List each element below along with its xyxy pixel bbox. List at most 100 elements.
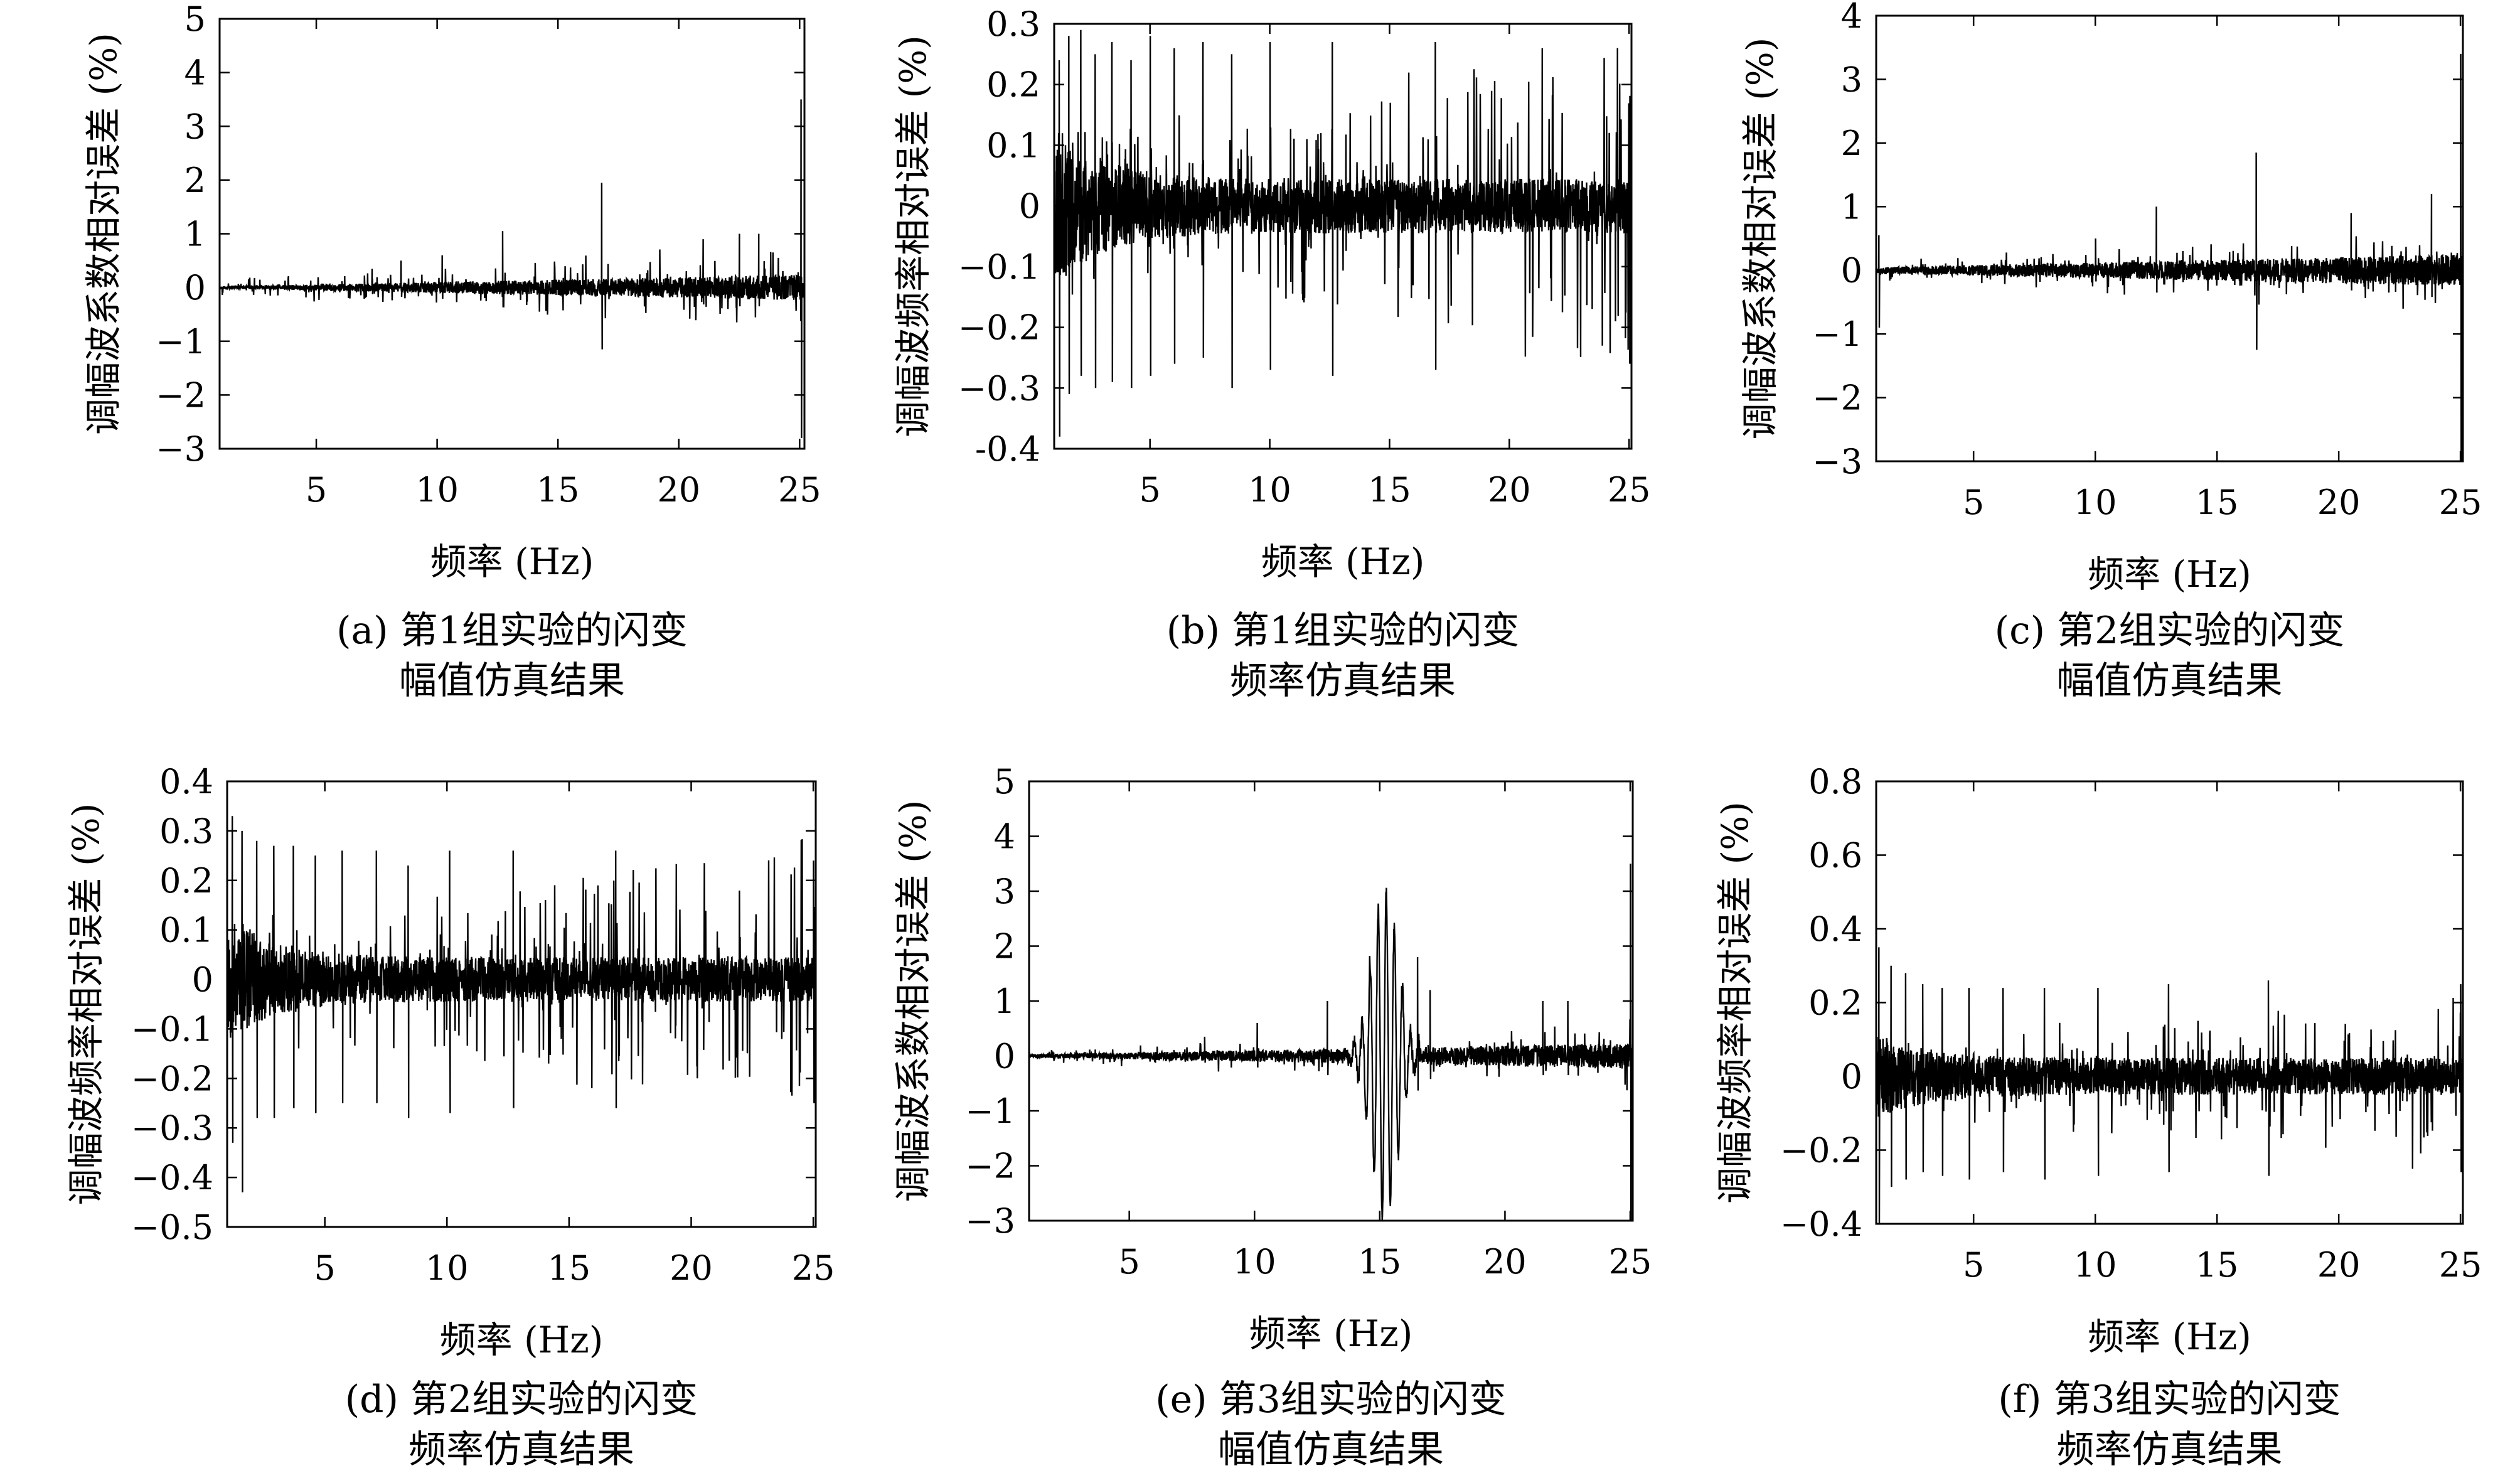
y-tick-label: 0.3	[159, 811, 213, 851]
panel-d: 5 10 15 20 25 −0.5 −0.4 −0.3 −0.2 −0.1 0 0.1 0.2 0.3 0…	[65, 762, 835, 1472]
y-tick-label: 0.4	[159, 762, 213, 801]
panel-a: 5 10 15 20 25 −3 −2 −1 0 1 2 3 4 5 频率 (Hz) 调幅波系数相对误差 (%…	[82, 0, 821, 703]
panel-caption: (a) 第1组实验的闪变	[336, 609, 688, 653]
y-axis-label: 调幅波频率相对误差 (%)	[892, 35, 934, 437]
y-axis-label: 调幅波系数相对误差 (%)	[1739, 38, 1781, 440]
y-tick-label: −1	[1812, 314, 1862, 354]
x-axis-label: 频率 (Hz)	[1261, 540, 1425, 583]
y-tick-label: −0.1	[958, 247, 1040, 287]
y-tick-label: 5	[994, 762, 1015, 801]
panel-caption: (d) 第2组实验的闪变	[345, 1378, 698, 1422]
y-tick-label: −2	[156, 375, 206, 415]
x-tick-label: 10	[2074, 1245, 2117, 1285]
plot-frame	[226, 780, 817, 1228]
x-tick-label: 20	[670, 1248, 713, 1288]
y-tick-label: 0	[994, 1037, 1015, 1076]
y-tick-label: 0.2	[159, 861, 213, 901]
y-tick-label: 3	[184, 107, 206, 146]
y-tick-label: -0.4	[975, 429, 1040, 469]
y-tick-label: 3	[1841, 60, 1862, 99]
x-tick-label: 20	[657, 470, 700, 510]
y-tick-label: 0.2	[1808, 983, 1862, 1023]
y-tick-label: 0.4	[1808, 909, 1862, 949]
y-tick-label: 0.1	[986, 126, 1040, 165]
y-tick-label: −0.4	[131, 1158, 213, 1197]
x-tick-label: 10	[415, 470, 459, 510]
plot-frame	[1053, 23, 1633, 450]
x-axis-label: 频率 (Hz)	[430, 540, 594, 583]
series-line	[226, 816, 817, 1192]
y-tick-label: 0	[1841, 1057, 1862, 1096]
panel-caption: (e) 第3组实验的闪变	[1155, 1378, 1507, 1422]
y-tick-label: −3	[1812, 442, 1862, 481]
y-tick-label: 2	[994, 927, 1015, 967]
x-tick-label: 15	[1368, 470, 1411, 510]
y-tick-label: 1	[184, 215, 206, 254]
y-tick-label: −2	[1812, 378, 1862, 418]
y-tick-label: 0.6	[1808, 836, 1862, 876]
x-axis-label: 频率 (Hz)	[2088, 553, 2251, 596]
panel-caption: 幅值仿真结果	[1218, 1428, 1444, 1472]
y-axis-label: 调幅波频率相对误差 (%)	[65, 803, 107, 1206]
y-tick-label: −3	[156, 429, 206, 469]
y-tick-label: −0.3	[131, 1108, 213, 1148]
y-tick-label: 0.2	[986, 65, 1040, 105]
panel-caption: 频率仿真结果	[408, 1428, 634, 1472]
panel-caption: (b) 第1组实验的闪变	[1167, 609, 1519, 653]
y-tick-label: 0.3	[986, 4, 1040, 44]
plot-frame	[218, 18, 806, 450]
x-tick-label: 5	[1140, 470, 1161, 510]
series-line	[219, 99, 806, 438]
x-tick-label: 15	[2196, 1245, 2239, 1285]
x-tick-label: 10	[2074, 483, 2117, 522]
x-axis-label: 频率 (Hz)	[440, 1319, 604, 1361]
y-tick-label: 4	[184, 53, 206, 93]
y-tick-label: 0	[192, 960, 213, 1000]
x-tick-label: 5	[1118, 1242, 1140, 1282]
panel-caption: 频率仿真结果	[2057, 1428, 2283, 1472]
x-tick-label: 5	[314, 1248, 336, 1288]
series-line	[1053, 29, 1633, 437]
x-tick-label: 25	[778, 470, 821, 510]
panel-e: 5 10 15 20 25 −3 −2 −1 0 1 2 3 4 5 频率 (Hz) 调幅波系数相对误差 (%…	[892, 762, 1652, 1472]
y-tick-label: −3	[965, 1201, 1015, 1241]
x-tick-label: 10	[1248, 470, 1291, 510]
y-tick-label: −0.2	[1780, 1131, 1862, 1170]
y-tick-label: −2	[965, 1147, 1015, 1186]
y-tick-label: 5	[184, 0, 206, 39]
x-tick-label: 10	[1233, 1242, 1276, 1282]
x-tick-label: 5	[306, 470, 327, 510]
series-line	[1875, 947, 2464, 1224]
x-tick-label: 20	[1483, 1242, 1527, 1282]
panel-caption: (f) 第3组实验的闪变	[1998, 1378, 2341, 1422]
y-tick-label: 0	[184, 268, 206, 308]
x-tick-label: 25	[2439, 1245, 2482, 1285]
y-tick-label: 3	[994, 872, 1015, 911]
y-tick-label: −1	[965, 1091, 1015, 1131]
x-tick-label: 15	[2196, 483, 2239, 522]
y-tick-label: −0.1	[131, 1009, 213, 1049]
y-axis-label: 调幅波系数相对误差 (%)	[892, 800, 934, 1202]
x-tick-label: 20	[2317, 1245, 2361, 1285]
y-tick-label: −1	[156, 322, 206, 361]
panel-caption: 幅值仿真结果	[399, 659, 625, 703]
y-tick-label: 0	[1841, 251, 1862, 291]
y-tick-label: 2	[184, 161, 206, 200]
y-tick-label: 1	[1841, 187, 1862, 227]
y-tick-label: 0.8	[1808, 762, 1862, 801]
x-tick-label: 20	[1488, 470, 1531, 510]
x-tick-label: 25	[1609, 1242, 1652, 1282]
panel-caption: 频率仿真结果	[1230, 659, 1456, 703]
y-axis-label: 调幅波频率相对误差 (%)	[1714, 801, 1756, 1204]
y-tick-label: −0.4	[1780, 1204, 1862, 1244]
y-tick-label: 0	[1019, 186, 1040, 226]
x-axis-label: 频率 (Hz)	[1249, 1312, 1413, 1355]
x-tick-label: 25	[792, 1248, 835, 1288]
y-axis-label: 调幅波系数相对误差 (%)	[82, 33, 125, 435]
panel-f: 5 10 15 20 25 −0.4 −0.2 0 0.2 0.4 0.6 0.8 频率 (Hz) 调幅波…	[1714, 762, 2482, 1472]
x-tick-label: 25	[2439, 483, 2482, 522]
x-tick-label: 15	[537, 470, 580, 510]
x-tick-label: 5	[1963, 483, 1984, 522]
plot-frame	[1875, 14, 2464, 463]
